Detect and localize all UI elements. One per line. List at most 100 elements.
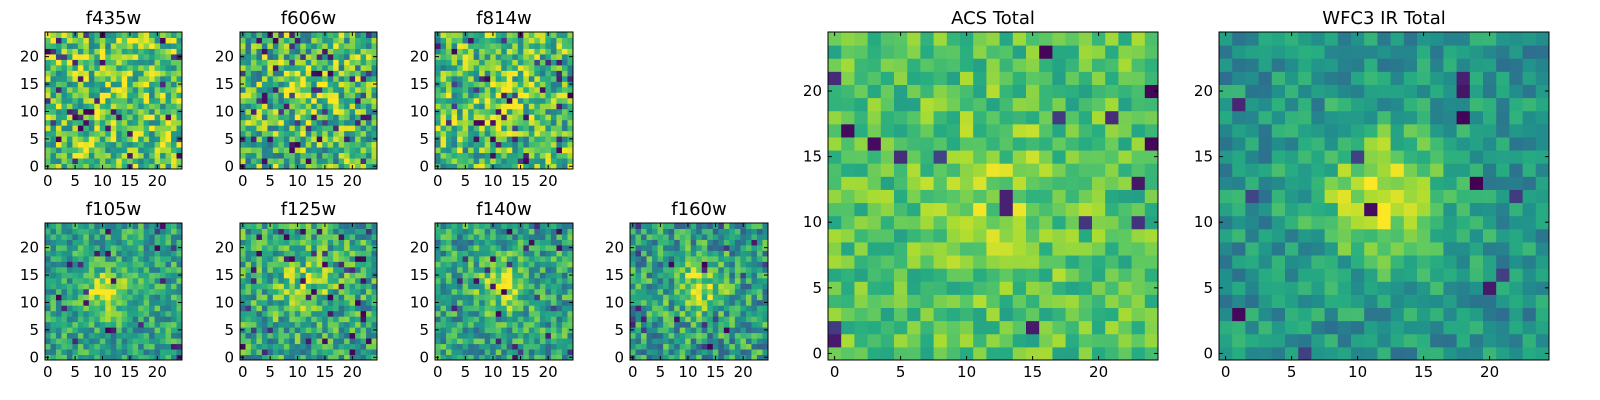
heatmap-cell xyxy=(360,354,367,361)
heatmap-cell xyxy=(360,288,367,295)
heatmap-cell xyxy=(371,42,378,49)
heatmap-cell xyxy=(360,86,367,93)
heatmap-cell xyxy=(534,81,541,88)
heatmap-cell xyxy=(300,327,307,334)
heatmap-cell xyxy=(550,48,557,55)
heatmap-cell xyxy=(127,316,134,323)
heatmap-cell xyxy=(484,59,491,66)
heatmap-cell xyxy=(946,150,961,164)
heatmap-cell xyxy=(349,321,356,328)
heatmap-cell xyxy=(127,136,134,143)
heatmap-cell xyxy=(267,283,274,290)
heatmap-cell xyxy=(973,150,987,164)
heatmap-cell xyxy=(66,299,73,306)
heatmap-cell xyxy=(116,266,123,273)
heatmap-cell xyxy=(154,261,161,268)
heatmap-cell xyxy=(278,147,285,154)
heatmap-cell xyxy=(355,141,362,148)
heatmap-cell xyxy=(349,59,356,66)
heatmap-cell xyxy=(77,332,84,339)
heatmap-cell xyxy=(245,97,252,104)
heatmap-cell xyxy=(1012,333,1027,348)
heatmap-cell xyxy=(160,277,167,284)
x-tick-label: 0 xyxy=(238,363,248,381)
heatmap-cell xyxy=(880,255,895,269)
heatmap-cell xyxy=(685,294,692,301)
heatmap-cell xyxy=(1118,281,1133,295)
heatmap-cell xyxy=(920,333,935,348)
heatmap-cell xyxy=(679,272,686,279)
heatmap-cell xyxy=(451,255,458,262)
heatmap-cell xyxy=(138,321,145,328)
heatmap-cell xyxy=(734,233,741,240)
heatmap-cell xyxy=(999,202,1014,217)
heatmap-cell xyxy=(468,75,475,82)
heatmap-cell xyxy=(50,299,57,306)
heatmap-cell xyxy=(657,277,664,284)
heatmap-cell xyxy=(517,75,524,82)
heatmap-cell xyxy=(468,163,475,170)
heatmap-cell xyxy=(72,97,79,104)
heatmap-cell xyxy=(479,92,486,99)
heatmap-cell xyxy=(267,261,274,268)
heatmap-cell xyxy=(149,136,156,143)
heatmap-cell xyxy=(149,272,156,279)
heatmap-cell xyxy=(66,64,73,71)
y-tick-label: 10 xyxy=(215,293,234,311)
heatmap-cell xyxy=(567,75,574,82)
heatmap-cell xyxy=(517,119,524,126)
heatmap-cell xyxy=(138,277,145,284)
heatmap-cell xyxy=(479,338,486,345)
heatmap-cell xyxy=(289,288,296,295)
heatmap-cell xyxy=(1092,281,1106,295)
heatmap-cell xyxy=(344,53,351,60)
heatmap-cell xyxy=(338,125,345,132)
heatmap-cell xyxy=(960,268,974,282)
heatmap-cell xyxy=(83,255,90,262)
heatmap-cell xyxy=(72,108,79,115)
heatmap-cell xyxy=(311,354,318,361)
heatmap-cell xyxy=(1052,281,1067,295)
heatmap-cell xyxy=(333,119,340,126)
heatmap-cell xyxy=(495,37,502,44)
heatmap-cell xyxy=(355,343,362,350)
heatmap-cell xyxy=(440,294,447,301)
heatmap-cell xyxy=(523,136,530,143)
heatmap-cell xyxy=(165,152,172,159)
heatmap-cell xyxy=(371,316,378,323)
heatmap-cell xyxy=(1026,176,1040,190)
x-tick-label: 20 xyxy=(539,363,558,381)
heatmap-cell xyxy=(545,75,552,82)
heatmap-cell xyxy=(490,108,497,115)
heatmap-cell xyxy=(679,266,686,273)
heatmap-cell xyxy=(165,349,172,356)
heatmap-cell xyxy=(165,266,172,273)
heatmap-cell xyxy=(45,338,51,345)
heatmap-cell xyxy=(718,343,725,350)
heatmap-cell xyxy=(176,349,183,356)
heatmap-cell xyxy=(646,321,653,328)
heatmap-cell xyxy=(294,114,301,121)
heatmap-cell xyxy=(451,163,458,170)
heatmap-cell xyxy=(105,272,112,279)
heatmap-cell xyxy=(127,294,134,301)
heatmap-cell xyxy=(55,103,62,110)
heatmap-cell xyxy=(679,299,686,306)
heatmap-cell xyxy=(50,349,57,356)
heatmap-cell xyxy=(756,223,763,229)
heatmap-cell xyxy=(690,223,697,229)
x-tick-label: 5 xyxy=(265,172,275,190)
heatmap-cell xyxy=(66,53,73,60)
heatmap-cell xyxy=(83,250,90,257)
heatmap-cell xyxy=(539,305,546,312)
heatmap-cell xyxy=(127,147,134,154)
heatmap-cell xyxy=(501,103,508,110)
heatmap-cell xyxy=(149,327,156,334)
heatmap-cell xyxy=(160,327,167,334)
heatmap-cell xyxy=(83,310,90,317)
heatmap-cell xyxy=(894,320,908,335)
heatmap-cell xyxy=(690,272,697,279)
heatmap-cell xyxy=(116,255,123,262)
heatmap-cell xyxy=(523,92,530,99)
